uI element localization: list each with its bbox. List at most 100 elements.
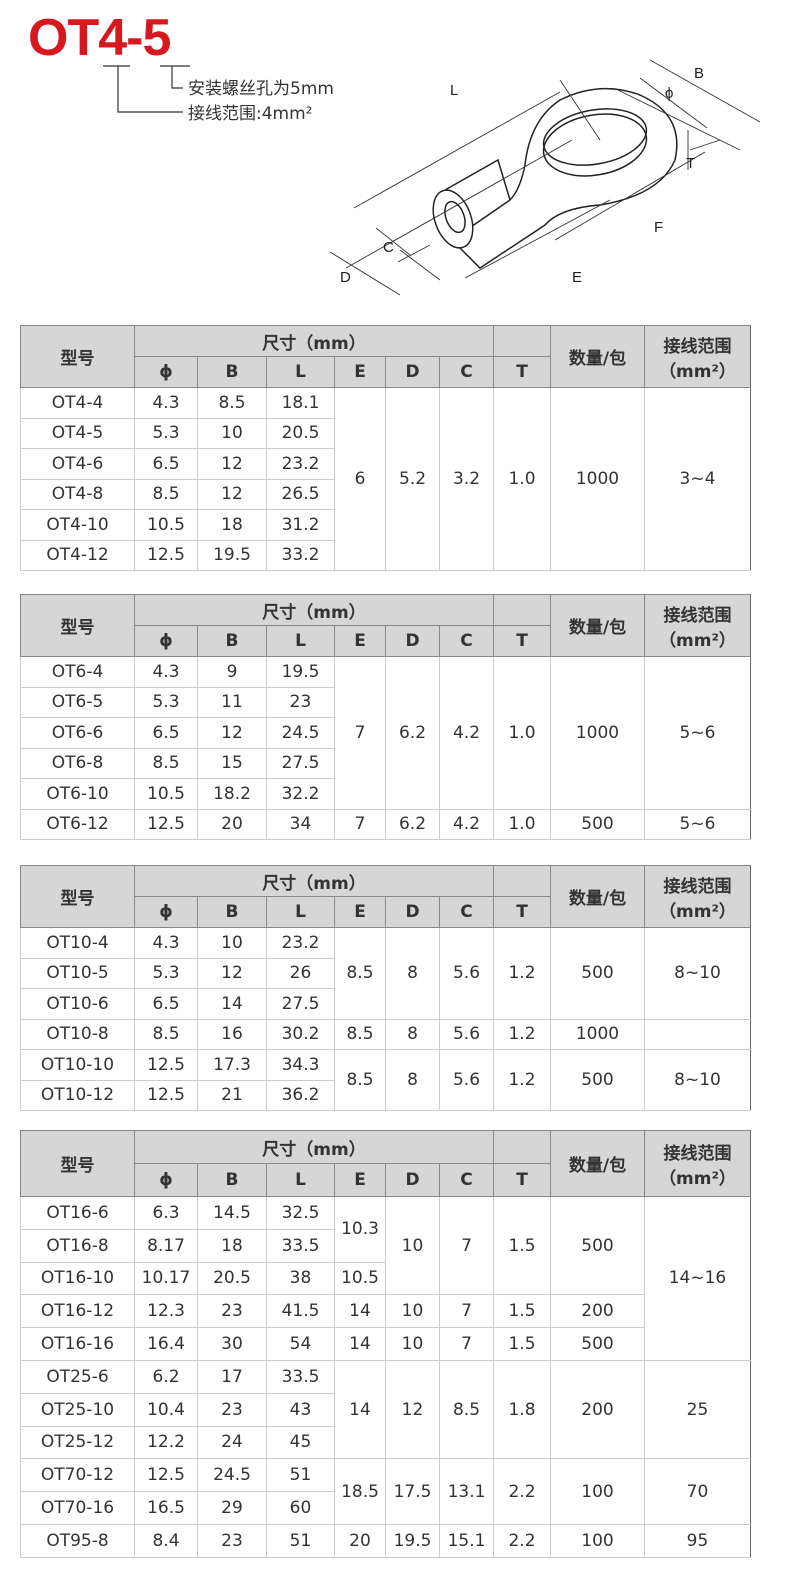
table-row: OT6-4 4.3 9 19.5 7 6.2 4.2 1.0 1000 5~6 xyxy=(20,656,751,810)
table-cell: 24.5 xyxy=(266,717,335,749)
table-cell: 8.5 xyxy=(334,927,386,1020)
table-cell: OT70-16 xyxy=(20,1491,135,1525)
table-cell: OT10-8 xyxy=(20,1018,135,1050)
table-cell: 30 xyxy=(197,1327,267,1361)
table-row: OT16-10 10.17 20.5 38 10.5 xyxy=(20,1261,751,1296)
header-col: B xyxy=(197,356,267,388)
table-row: OT10-10 12.5 17.3 34.3 8.5 8 5.6 1.2 500 8~10 xyxy=(20,1049,751,1111)
table-cell: 6 xyxy=(334,387,386,571)
label-E: E xyxy=(572,269,582,286)
table-cell: 33.2 xyxy=(266,539,335,571)
table-cell: 34.3 xyxy=(266,1049,335,1081)
table-cell: 1000 xyxy=(550,387,645,571)
header-range-line2: （mm²） xyxy=(659,1168,736,1189)
table-cell: 12 xyxy=(197,478,267,510)
spec-table: 型号 尺寸（mm） 数量/包 接线范围 （mm²） ϕ B L E D C T OT4-4 4.3 8.5 1… xyxy=(20,325,751,571)
table-cell: 4.3 xyxy=(134,927,198,959)
table-cell: OT25-6 xyxy=(20,1359,135,1394)
table-cell: 17.3 xyxy=(197,1049,267,1081)
header-qty: 数量/包 xyxy=(550,594,645,657)
table-row: OT16-8 8.17 18 33.5 xyxy=(20,1228,751,1263)
table-row: OT4-10 10.5 18 31.2 xyxy=(20,509,751,541)
table-cell: 1.5 xyxy=(493,1195,551,1296)
table-cell: 12 xyxy=(197,448,267,480)
table-cell: 100 xyxy=(550,1458,645,1525)
table-cell: 33.5 xyxy=(266,1359,335,1394)
table-cell: 6.2 xyxy=(385,656,440,810)
table-cell: 500 xyxy=(550,927,645,1020)
table-cell: 12.3 xyxy=(134,1294,198,1329)
table-cell: 8.5 xyxy=(439,1359,494,1460)
table-row: OT70-12 12.5 24.5 51 18.5 17.5 13.1 2.2 100 70 xyxy=(20,1458,751,1525)
table-row: OT16-12 12.3 23 41.5 14 10 7 1.5 200 xyxy=(20,1294,751,1329)
table-cell: OT25-10 xyxy=(20,1392,135,1427)
label-C: C xyxy=(383,239,394,256)
header-col: L xyxy=(266,625,335,657)
table-cell: 1.2 xyxy=(493,1049,551,1111)
table-cell: 16.5 xyxy=(134,1491,198,1525)
table-cell: OT25-12 xyxy=(20,1425,135,1460)
header-range: 接线范围 （mm²） xyxy=(644,865,751,928)
table-cell: 16 xyxy=(197,1018,267,1050)
table-cell: 1.2 xyxy=(493,927,551,1020)
table-cell: 34 xyxy=(266,808,335,840)
header-model: 型号 xyxy=(20,325,135,388)
table-cell: 25 xyxy=(644,1359,751,1460)
header-col: T xyxy=(493,1163,551,1197)
table-cell: 30.2 xyxy=(266,1018,335,1050)
table-cell: 200 xyxy=(550,1359,645,1460)
table-cell: OT6-4 xyxy=(20,656,135,688)
ring-terminal-diagram: L B ϕ T F E D C xyxy=(103,59,761,296)
table-cell: 4.3 xyxy=(134,656,198,688)
table-cell: 1.5 xyxy=(493,1327,551,1361)
table-row: OT6-10 10.5 18.2 32.2 xyxy=(20,778,751,810)
table-cell: OT10-4 xyxy=(20,927,135,959)
table-row: OT4-5 5.3 10 20.5 xyxy=(20,417,751,449)
header-qty: 数量/包 xyxy=(550,325,645,388)
table-cell: 14~16 xyxy=(644,1196,751,1361)
table-cell: 5~6 xyxy=(644,656,751,810)
table-cell: 8.5 xyxy=(197,387,267,419)
table-cell: 29 xyxy=(197,1491,267,1525)
table-cell: 19.5 xyxy=(266,656,335,688)
table-cell: 7 xyxy=(334,808,386,840)
table-cell: 70 xyxy=(644,1458,751,1525)
table-row: OT10-12 12.5 21 36.2 xyxy=(20,1079,751,1111)
table-cell: 13.1 xyxy=(439,1458,494,1525)
header-range-line1: 接线范围 xyxy=(663,876,732,897)
table-cell: 10 xyxy=(385,1327,440,1361)
label-T: T xyxy=(686,155,695,172)
table-cell: OT4-12 xyxy=(20,539,135,571)
table-cell: 7 xyxy=(439,1327,494,1361)
table-cell: 2.2 xyxy=(493,1458,551,1525)
table-cell: 5.6 xyxy=(439,927,494,1020)
table-cell: OT6-6 xyxy=(20,717,135,749)
table-cell: 14 xyxy=(334,1359,386,1460)
table-cell: 54 xyxy=(266,1327,335,1361)
table-cell: 3~4 xyxy=(644,387,751,571)
table-cell: 1.0 xyxy=(493,387,551,571)
header-col: B xyxy=(197,896,267,928)
header-col: T xyxy=(493,356,551,388)
table-cell: OT4-10 xyxy=(20,509,135,541)
header-blank xyxy=(493,325,551,357)
table-cell: 100 xyxy=(550,1523,645,1558)
table-cell: OT4-4 xyxy=(20,387,135,419)
header-col: E xyxy=(334,896,386,928)
table-cell: OT6-5 xyxy=(20,686,135,718)
table-cell: OT6-8 xyxy=(20,747,135,779)
header-col: D xyxy=(385,896,440,928)
table-row: OT10-5 5.3 12 26 xyxy=(20,957,751,989)
header-col: B xyxy=(197,1163,267,1197)
table-cell: 45 xyxy=(266,1425,335,1460)
table-cell: 12 xyxy=(385,1359,440,1460)
table-cell: 26.5 xyxy=(266,478,335,510)
table-cell: OT16-16 xyxy=(20,1327,135,1361)
table-cell: 8.5 xyxy=(334,1018,386,1050)
table-cell: 8 xyxy=(385,1018,440,1050)
table-cell: 12.5 xyxy=(134,1458,198,1493)
header-col: L xyxy=(266,896,335,928)
model-code-title: OT4-5 xyxy=(28,9,171,67)
header-range-line2: （mm²） xyxy=(659,901,736,922)
header-col: T xyxy=(493,625,551,657)
